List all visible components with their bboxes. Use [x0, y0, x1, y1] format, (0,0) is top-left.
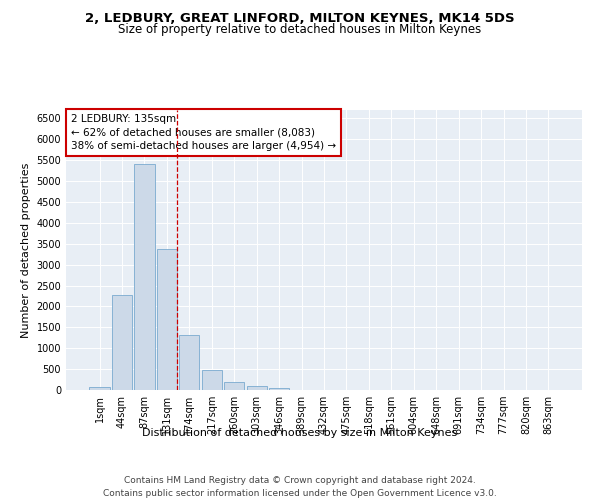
Text: 2, LEDBURY, GREAT LINFORD, MILTON KEYNES, MK14 5DS: 2, LEDBURY, GREAT LINFORD, MILTON KEYNES…: [85, 12, 515, 26]
Bar: [179, 336, 199, 390]
Bar: [157, 248, 177, 390]
Y-axis label: Number of detached properties: Number of detached properties: [21, 162, 31, 338]
Text: Contains HM Land Registry data © Crown copyright and database right 2024.
Contai: Contains HM Land Registry data © Crown c…: [103, 476, 497, 498]
Bar: [89, 387, 110, 390]
Bar: [224, 382, 244, 390]
Bar: [247, 386, 267, 390]
Bar: [269, 388, 289, 390]
Bar: [202, 370, 222, 390]
Bar: [112, 294, 132, 390]
Text: 2 LEDBURY: 135sqm
← 62% of detached houses are smaller (8,083)
38% of semi-detac: 2 LEDBURY: 135sqm ← 62% of detached hous…: [71, 114, 336, 150]
Text: Size of property relative to detached houses in Milton Keynes: Size of property relative to detached ho…: [118, 22, 482, 36]
Bar: [134, 164, 155, 390]
Text: Distribution of detached houses by size in Milton Keynes: Distribution of detached houses by size …: [142, 428, 458, 438]
